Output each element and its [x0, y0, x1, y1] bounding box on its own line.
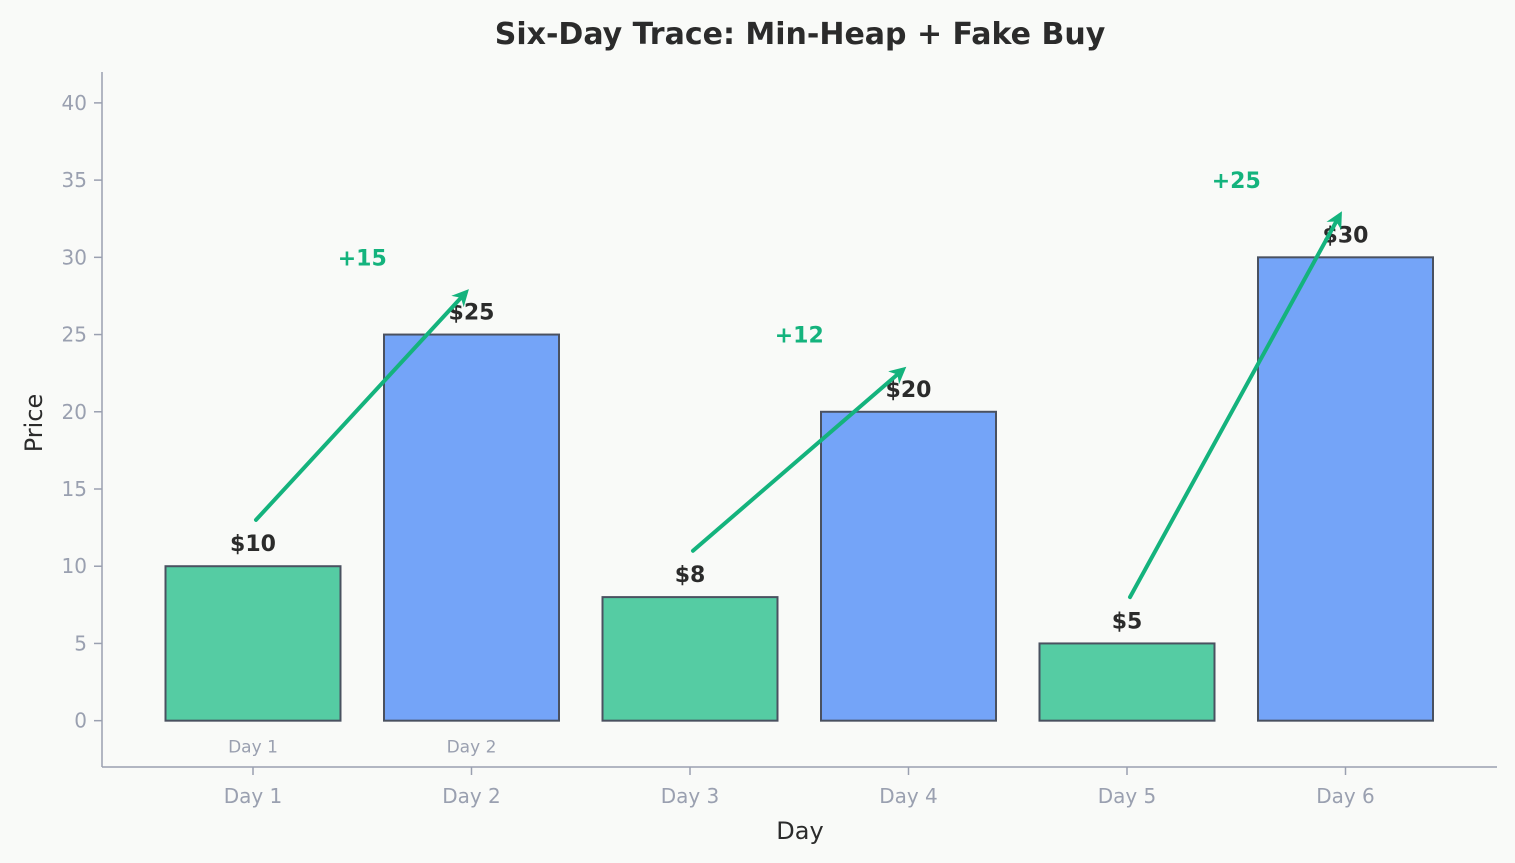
y-tick-label: 5: [74, 631, 87, 655]
bar-note-label: Day 2: [447, 738, 497, 758]
x-tick-label: Day 6: [1316, 784, 1375, 808]
value-label: $20: [886, 378, 932, 403]
y-tick-label: 25: [62, 323, 87, 347]
profit-arrow: [254, 289, 469, 522]
y-axis-label: Price: [20, 394, 48, 453]
y-tick-label: 40: [62, 91, 87, 115]
bar-3: [601, 596, 779, 722]
profit-arrow: [691, 366, 907, 553]
y-tick-label: 35: [62, 168, 87, 192]
x-tick-label: Day 3: [661, 784, 720, 808]
x-axis-label: Day: [776, 817, 823, 845]
x-tick-label: Day 4: [879, 784, 938, 808]
chart-title: Six-Day Trace: Min-Heap + Fake Buy: [495, 17, 1106, 52]
profit-label: +15: [338, 246, 387, 271]
value-label: $8: [675, 563, 706, 588]
bar-4: [820, 410, 997, 722]
profit-arrow: [1128, 211, 1342, 600]
bar-6: [1257, 256, 1434, 722]
y-tick-label: 15: [62, 477, 87, 501]
y-tick-label: 20: [62, 400, 87, 424]
profit-label: +25: [1212, 169, 1261, 194]
profit-label: +12: [775, 324, 824, 349]
y-tick-label: 10: [62, 554, 87, 578]
bar-5: [1038, 642, 1216, 722]
y-tick-label: 0: [74, 709, 87, 733]
bar-note-label: Day 1: [228, 738, 278, 758]
y-tick-label: 30: [62, 245, 87, 269]
value-label: $10: [230, 532, 276, 557]
bar-2: [383, 333, 560, 722]
x-tick-label: Day 2: [442, 784, 501, 808]
bar-1: [164, 565, 342, 722]
x-tick-label: Day 5: [1098, 784, 1157, 808]
value-label: $5: [1112, 609, 1143, 634]
x-tick-label: Day 1: [224, 784, 283, 808]
